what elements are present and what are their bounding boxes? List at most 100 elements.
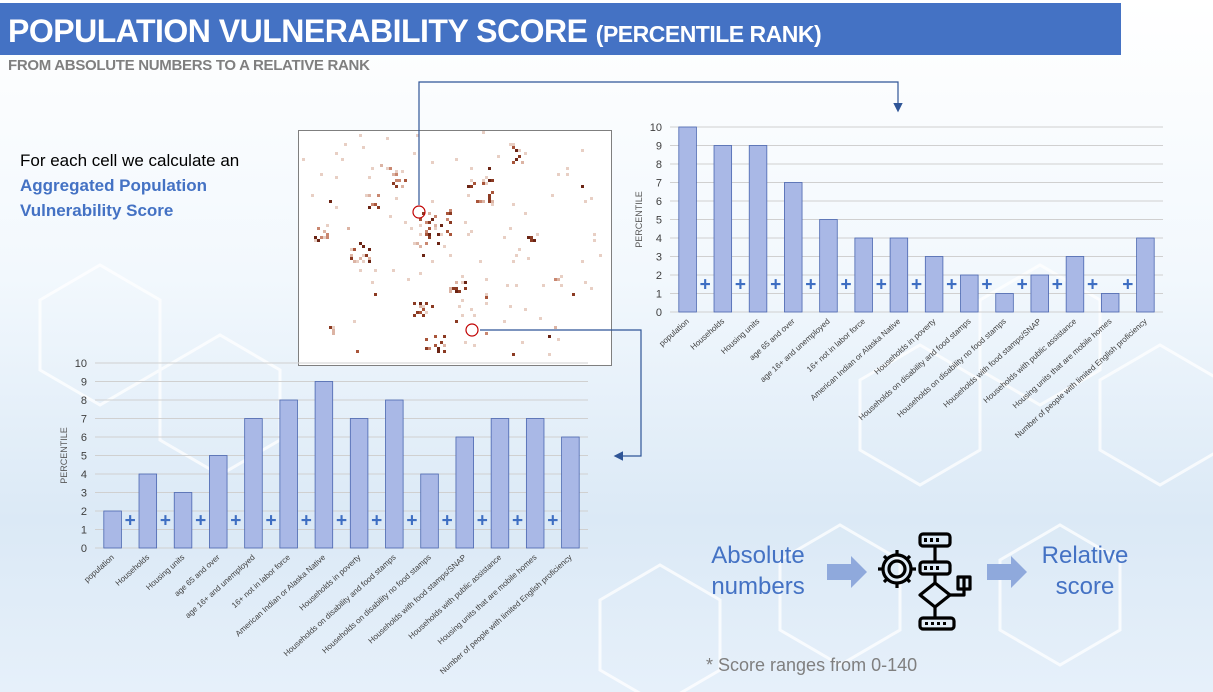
map-cell	[455, 320, 458, 323]
map-cell	[461, 314, 464, 317]
map-cell	[353, 248, 356, 251]
map-cell	[437, 242, 440, 245]
map-cell	[431, 200, 434, 203]
y-tick-label: 3	[81, 488, 87, 500]
map-cell	[425, 242, 428, 245]
map-cell	[365, 254, 368, 257]
bar	[1100, 293, 1120, 313]
bar	[138, 473, 158, 549]
map-cell	[416, 242, 419, 245]
map-cell	[428, 236, 431, 239]
map-cell	[485, 182, 488, 185]
y-tick-label: 0	[656, 307, 662, 319]
map-cell	[488, 200, 491, 203]
map-cell	[455, 290, 458, 293]
plus-icon: +	[770, 274, 781, 295]
map-cell	[470, 179, 473, 182]
bar	[889, 237, 909, 313]
map-cell	[518, 149, 521, 152]
map-cell	[488, 197, 491, 200]
bar	[995, 293, 1014, 313]
map-cell	[350, 254, 353, 257]
map-cell	[395, 179, 398, 182]
map-cell	[584, 281, 587, 284]
y-tick-label: 5	[656, 215, 662, 227]
map-cell	[317, 227, 320, 230]
map-cell	[374, 293, 377, 296]
map-cell	[467, 185, 470, 188]
map-cell	[542, 284, 545, 287]
plus-icon: +	[230, 510, 241, 531]
plus-icon: +	[512, 510, 523, 531]
bar	[490, 418, 510, 549]
map-cell	[530, 236, 533, 239]
map-cell	[392, 269, 395, 272]
map-cell	[455, 287, 458, 290]
bar	[173, 492, 193, 549]
map-cell	[377, 206, 380, 209]
map-cell	[335, 152, 338, 155]
map-cell	[533, 239, 536, 242]
x-category-label: 16+ not in labor force	[230, 552, 292, 609]
description-line: For each cell we calculate an	[20, 151, 240, 170]
page-title-paren: (PERCENTILE RANK)	[595, 21, 822, 47]
map-cell	[446, 212, 449, 215]
map-cell	[356, 260, 359, 263]
map-cell	[476, 200, 479, 203]
map-cell	[380, 164, 383, 167]
description: For each cell we calculate an Aggregated…	[20, 148, 290, 223]
map-cell	[440, 341, 443, 344]
map-cell	[509, 227, 512, 230]
map-cell	[422, 212, 425, 215]
map-cell	[554, 326, 557, 329]
map-cell	[566, 173, 569, 176]
map-cell	[509, 305, 512, 308]
map-cell	[371, 203, 374, 206]
map-cell	[437, 350, 440, 353]
map-cell	[524, 152, 527, 155]
map-cell	[512, 260, 515, 263]
bar	[209, 455, 228, 549]
map-cell	[359, 134, 362, 137]
map-cell	[461, 281, 464, 284]
map-cell	[413, 302, 416, 305]
plus-icon: +	[1017, 274, 1028, 295]
map-cell	[515, 254, 518, 257]
map-cell	[482, 179, 485, 182]
map-cell	[581, 149, 584, 152]
map-cell	[359, 257, 362, 260]
map-cell	[485, 302, 488, 305]
plus-icon: +	[477, 510, 488, 531]
map-cell	[320, 173, 323, 176]
y-tick-label: 10	[75, 358, 87, 370]
y-axis-label: PERCENTILE	[634, 191, 644, 248]
map-cell	[557, 338, 560, 341]
plus-icon: +	[301, 510, 312, 531]
x-category-label: Number of people with limited English pr…	[1013, 317, 1149, 440]
map-cell	[479, 260, 482, 263]
bar	[713, 145, 733, 313]
map-cell	[449, 233, 452, 236]
plus-icon: +	[946, 274, 957, 295]
map-cell	[434, 344, 437, 347]
map-cell	[509, 143, 512, 146]
map-cell	[491, 179, 494, 182]
map-cell	[374, 269, 377, 272]
map-cell	[362, 260, 365, 263]
map-cell	[449, 287, 452, 290]
map-cell	[518, 248, 521, 251]
map-cell	[419, 245, 422, 248]
bar	[561, 436, 580, 549]
y-tick-label: 9	[81, 377, 87, 389]
map-cell	[395, 173, 398, 176]
map-cell	[377, 194, 380, 197]
map-cell	[368, 194, 371, 197]
map-cell	[482, 182, 485, 185]
x-category-label: Households in poverty	[298, 553, 363, 613]
map-cell	[428, 233, 431, 236]
plus-icon: +	[1087, 274, 1098, 295]
map-cell	[323, 230, 326, 233]
map-cell	[413, 314, 416, 317]
map-cell	[527, 236, 530, 239]
